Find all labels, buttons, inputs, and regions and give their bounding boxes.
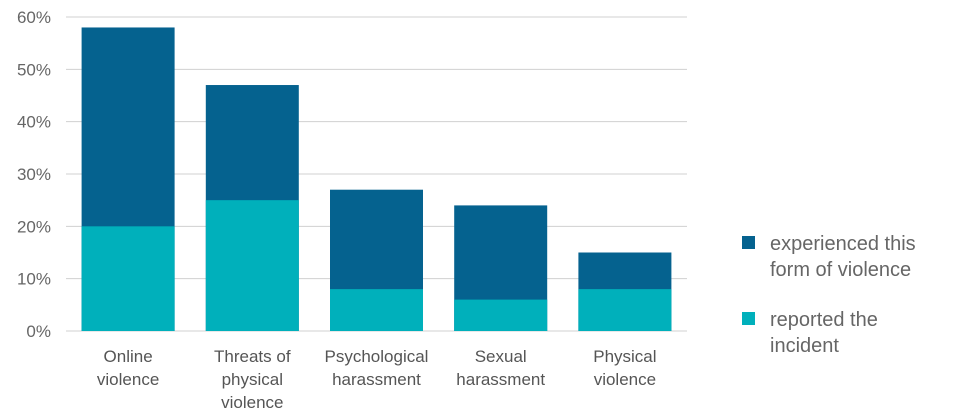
bar-reported-2 (330, 289, 423, 331)
y-tick-label: 20% (17, 217, 51, 236)
x-category-label: physical (222, 370, 283, 389)
x-category-label: Sexual (475, 347, 527, 366)
y-tick-label: 50% (17, 60, 51, 79)
x-category-label: harassment (456, 370, 545, 389)
bars (81, 27, 672, 332)
x-category-label: violence (594, 370, 656, 389)
legend-label: form of violence (770, 259, 911, 281)
legend: experienced this form of violence reported… (742, 233, 916, 357)
y-tick-label: 30% (17, 165, 51, 184)
legend-swatch (742, 236, 755, 249)
bar-reported-1 (205, 200, 299, 331)
x-category-label: harassment (332, 370, 421, 389)
y-tick-label: 40% (17, 113, 51, 132)
y-tick-label: 10% (17, 270, 51, 289)
bar-reported-3 (454, 299, 548, 331)
legend-label: reported the (770, 309, 878, 331)
x-category-label: violence (221, 393, 283, 412)
legend-swatch (742, 312, 755, 325)
x-category-label: Online (104, 347, 153, 366)
y-axis: 0% 10% 20% 30% 40% 50% 60% (17, 8, 51, 341)
x-axis: Online violence Threats of physical violence… (97, 347, 657, 412)
bar-reported-4 (578, 289, 672, 331)
x-category-label: Threats of (214, 347, 291, 366)
legend-label: experienced this (770, 233, 916, 255)
x-category-label: violence (97, 370, 159, 389)
bar-reported-0 (81, 226, 175, 331)
legend-label: incident (770, 335, 839, 357)
y-tick-label: 0% (26, 322, 51, 341)
x-category-label: Physical (593, 347, 656, 366)
y-tick-label: 60% (17, 8, 51, 27)
x-category-label: Psychological (325, 347, 429, 366)
